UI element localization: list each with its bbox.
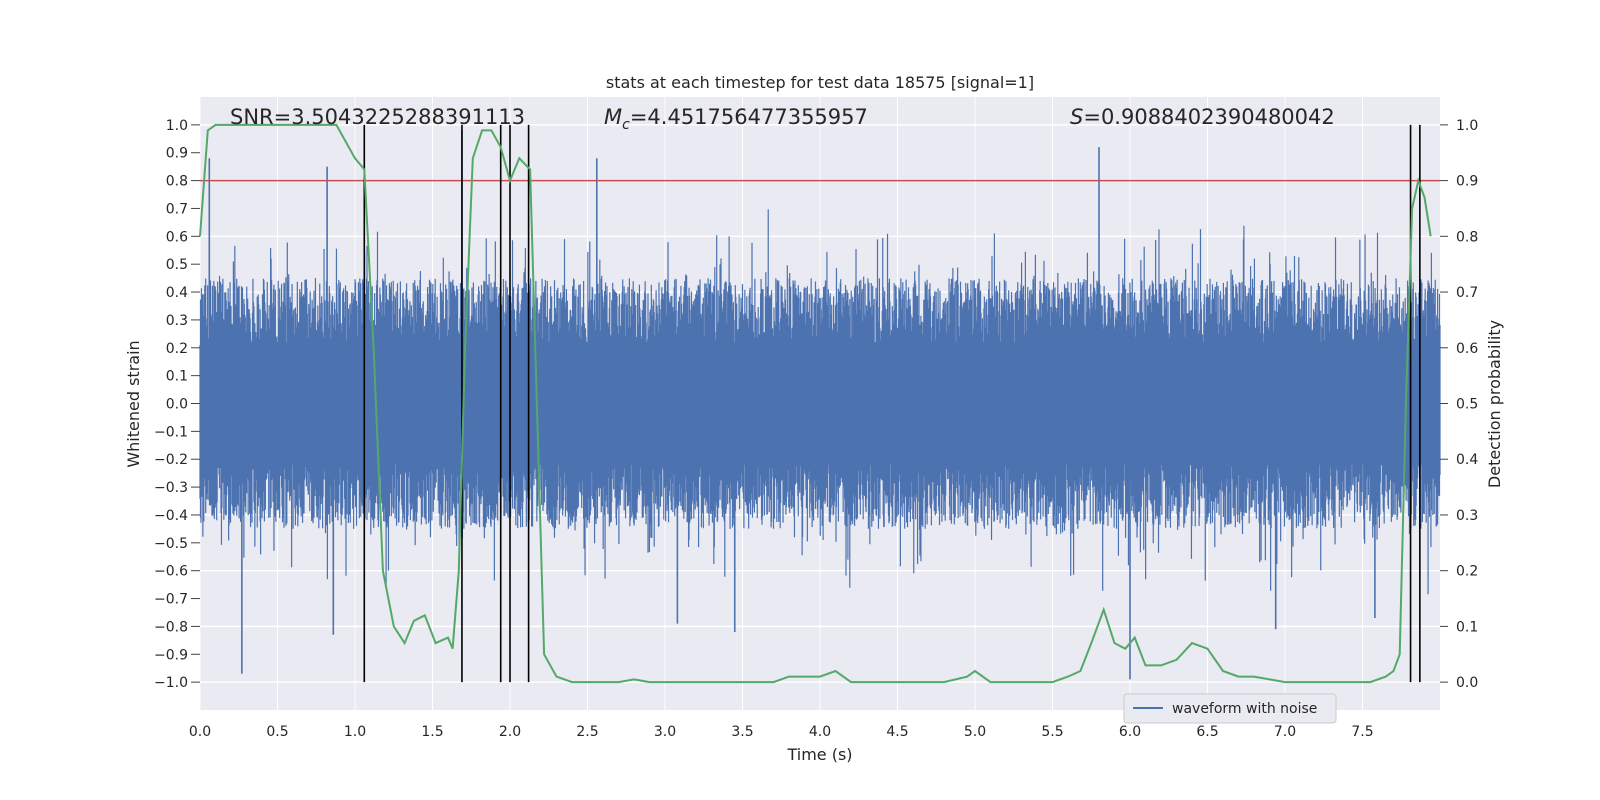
y-right-tick-label: 0.7 [1456,285,1478,301]
y-left-tick-label: −0.1 [154,424,188,440]
y-right-tick-label: 0.9 [1456,174,1478,190]
y-left-tick-label: 0.0 [166,397,188,413]
y-right-tick-label: 0.2 [1456,564,1478,580]
snr-annotation: SNR=3.5043225288391113 [230,105,525,129]
x-tick-label: 1.5 [421,724,443,740]
legend-label-waveform: waveform with noise [1172,701,1317,717]
y-left-tick-label: 0.5 [166,257,188,273]
x-tick-label: 4.5 [886,724,908,740]
y-left-tick-label: −0.6 [154,564,188,580]
y-left-tick-label: 0.2 [166,341,188,357]
chirp-mass-value: =4.451756477355957 [630,105,868,129]
y-right-tick-label: 0.0 [1456,675,1478,691]
y-left-tick-label: −0.4 [154,508,188,524]
chart-title: stats at each timestep for test data 185… [606,73,1034,92]
x-tick-label: 3.5 [731,724,753,740]
y-right-tick-label: 0.8 [1456,229,1478,245]
x-axis-ticks: 0.0 0.5 1.0 1.5 2.0 2.5 3.0 3.5 4.0 4.5 5.0 5.5 6.0 6… [189,724,1374,740]
x-tick-label: 2.5 [576,724,598,740]
y-right-tick-label: 0.5 [1456,397,1478,413]
score-value: =0.9088402390480042 [1083,105,1334,129]
y-left-tick-label: 0.1 [166,369,188,385]
y-left-axis-ticks: −1.0 −0.9 −0.8 −0.7 −0.6 −0.5 −0.4 −0.3 −0.2 −0.1… [154,118,200,691]
x-tick-label: 2.0 [499,724,521,740]
y-right-tick-label: 0.3 [1456,508,1478,524]
x-tick-label: 7.0 [1274,724,1296,740]
x-tick-label: 0.0 [189,724,211,740]
legend: waveform with noise [1123,693,1337,724]
y-left-tick-label: 0.7 [166,201,188,217]
y-left-tick-label: −0.7 [154,592,188,608]
vertical-markers [363,124,1421,683]
x-tick-label: 5.0 [964,724,986,740]
waveform-series [199,130,1441,680]
y-left-tick-label: −1.0 [154,675,188,691]
chirp-mass-subscript: c [622,117,630,133]
y-left-tick-label: 1.0 [166,118,188,134]
y-right-axis-ticks: 0.0 0.1 0.2 0.3 0.4 0.5 0.6 0.7 0.8 0.9 1.0 [1440,118,1478,691]
y-left-tick-label: 0.6 [166,229,188,245]
chirp-mass-symbol: M [604,105,622,129]
x-tick-label: 6.5 [1196,724,1218,740]
y-left-tick-label: 0.9 [166,146,188,162]
y-right-tick-label: 1.0 [1456,118,1478,134]
probability-series [199,123,1432,684]
chirp-mass-annotation: Mc=4.451756477355957 [604,105,868,133]
x-tick-label: 1.0 [344,724,366,740]
y-left-tick-label: −0.9 [154,647,188,663]
score-annotation: S=0.9088402390480042 [1070,105,1335,129]
y-right-tick-label: 0.4 [1456,452,1478,468]
score-symbol: S [1070,105,1083,129]
y-left-tick-label: 0.3 [166,313,188,329]
x-tick-label: 5.5 [1041,724,1063,740]
x-tick-label: 0.5 [266,724,288,740]
x-tick-label: 6.0 [1119,724,1141,740]
x-tick-label: 3.0 [654,724,676,740]
probability-line [199,123,1432,684]
y-left-tick-label: 0.4 [166,285,188,301]
legend-box [1123,693,1337,724]
y-right-axis-label: Detection probability [1485,320,1504,488]
y-left-axis-label: Whitened strain [124,340,143,467]
x-tick-label: 7.5 [1351,724,1373,740]
y-right-tick-label: 0.6 [1456,341,1478,357]
waveform-line [199,209,1441,595]
y-right-tick-label: 0.1 [1456,619,1478,635]
y-left-tick-label: −0.2 [154,452,188,468]
x-tick-label: 4.0 [809,724,831,740]
y-left-tick-label: −0.3 [154,480,188,496]
y-left-tick-label: 0.8 [166,174,188,190]
y-left-tick-label: −0.8 [154,619,188,635]
x-axis-label: Time (s) [786,745,852,764]
y-left-tick-label: −0.5 [154,536,188,552]
